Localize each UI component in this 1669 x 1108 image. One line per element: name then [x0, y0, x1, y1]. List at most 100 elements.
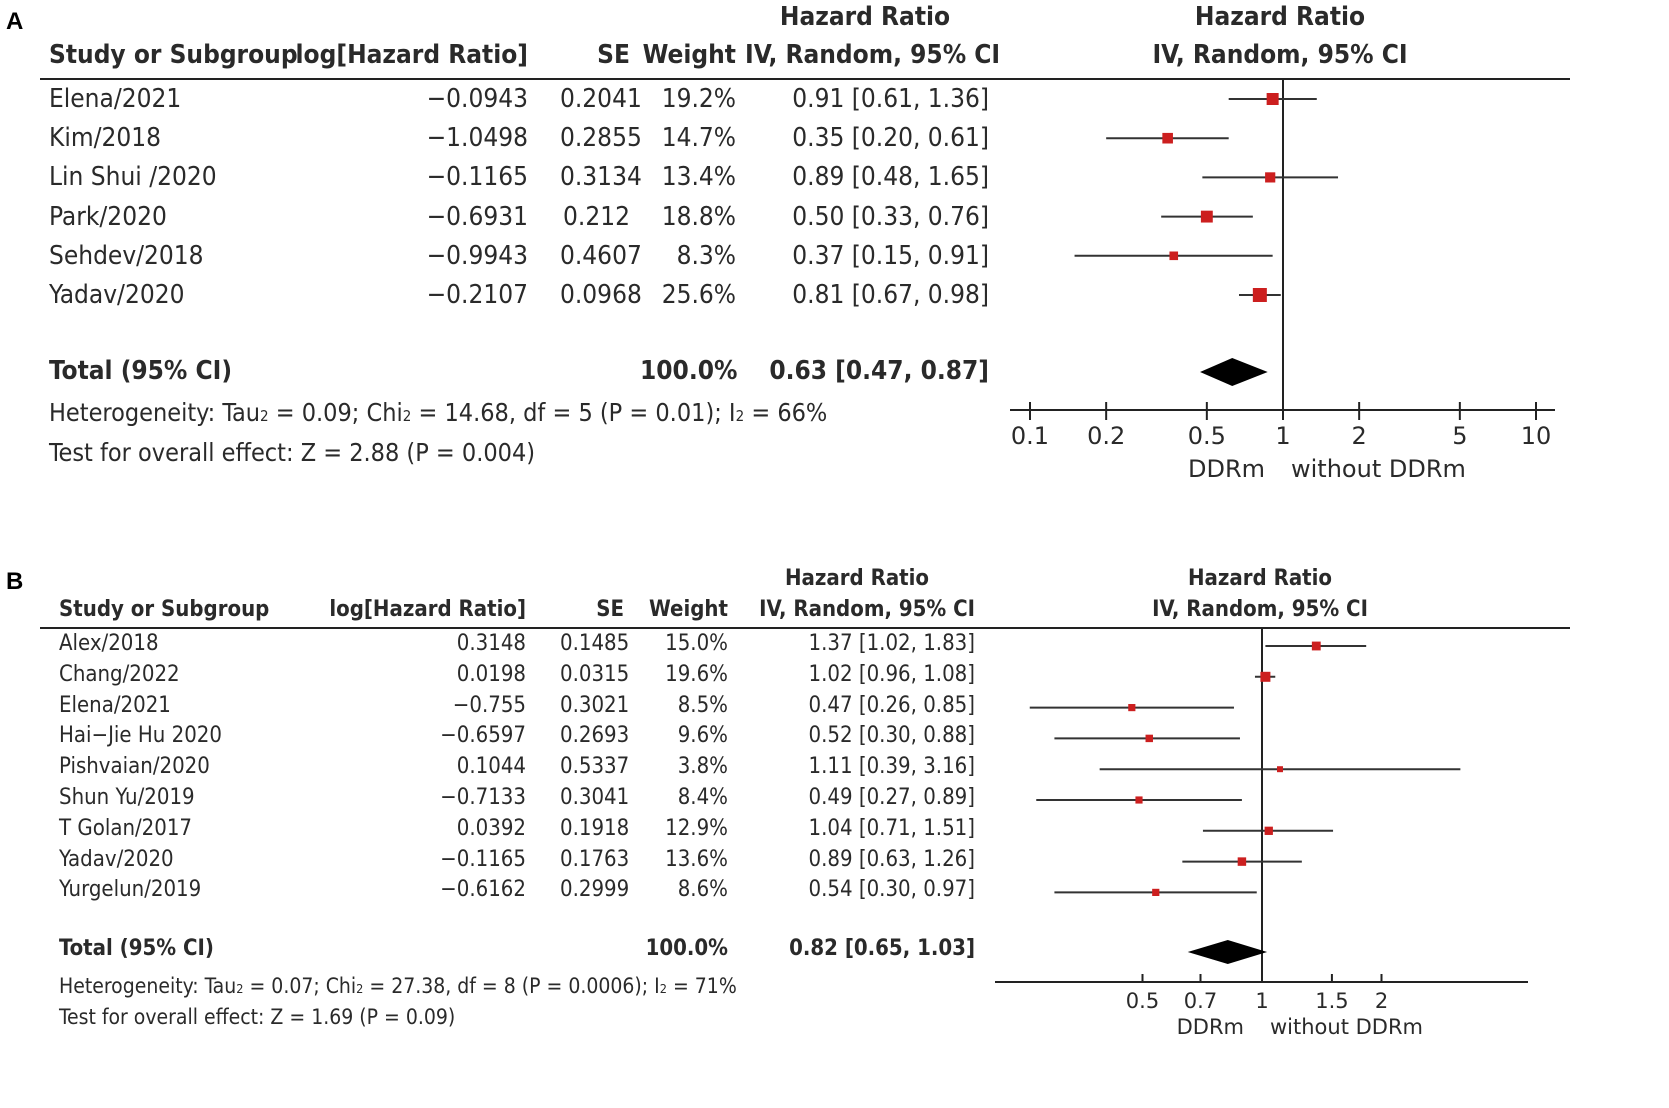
favours-right-label: without DDRm: [1270, 1015, 1423, 1039]
total-ci: 0.63 [0.47, 0.87]: [769, 356, 989, 386]
cell-weight: 14.7%: [661, 123, 736, 154]
heterogeneity-text: Heterogeneity: Tau2 = 0.09; Chi2 = 14.68…: [49, 398, 828, 427]
total-diamond: [1187, 940, 1268, 964]
point-estimate: [1145, 734, 1153, 743]
heterogeneity-text-b: Heterogeneity: Tau2 = 0.07; Chi2 = 27.38…: [59, 974, 737, 998]
cell-loghr: 0.3148: [456, 631, 526, 656]
cell-se: 0.2041: [560, 84, 642, 114]
panel-label-a: A: [6, 8, 24, 35]
panel-b: B Hazard Ratio Hazard Ratio Study or Sub…: [0, 566, 1669, 1108]
point-estimate: [1237, 857, 1247, 866]
favours-left-label: DDRm: [1177, 1015, 1244, 1039]
cell-ci: 0.47 [0.26, 0.85]: [808, 692, 975, 718]
x-tick-label: 0.7: [1184, 989, 1217, 1013]
point-estimate: [1265, 172, 1276, 183]
cell-ci: 0.54 [0.30, 0.97]: [808, 877, 975, 903]
favours-left-label: DDRm: [1188, 455, 1265, 483]
cell-loghr: 0.0392: [456, 815, 526, 841]
header-study-b: Study or Subgroup: [59, 597, 270, 622]
cell-se: 0.2855: [560, 123, 642, 154]
cell-name: Pishvaian/2020: [59, 754, 210, 780]
point-estimate: [1311, 641, 1321, 651]
point-estimate: [1260, 671, 1271, 682]
cell-weight: 15.0%: [665, 631, 728, 656]
x-tick-label: 0.2: [1087, 422, 1125, 450]
cell-ci: 0.52 [0.30, 0.88]: [808, 723, 975, 749]
header-weight-b: Weight: [649, 597, 728, 622]
cell-loghr: 0.1044: [456, 754, 526, 780]
cell-se: 0.1485: [560, 631, 630, 656]
cell-se: 0.212: [563, 201, 630, 232]
x-tick-label: 5: [1452, 422, 1467, 450]
x-tick-label: 1: [1275, 422, 1290, 450]
cell-name: Yadav/2020: [49, 280, 185, 310]
cell-loghr: −0.1165: [426, 162, 528, 193]
cell-se: 0.2693: [560, 723, 630, 749]
header-se: SE: [597, 40, 630, 70]
x-tick-label: 0.5: [1126, 989, 1159, 1013]
cell-ci: 0.35 [0.20, 0.61]: [792, 123, 989, 154]
overall-effect-text-b: Test for overall effect: Z = 1.69 (P = 0…: [59, 1005, 456, 1029]
cell-ci: 1.37 [1.02, 1.83]: [808, 631, 975, 656]
cell-weight: 19.6%: [665, 661, 728, 687]
cell-name: Yurgelun/2019: [59, 877, 202, 903]
cell-se: 0.4607: [560, 240, 642, 271]
cell-name: Park/2020: [49, 201, 167, 232]
cell-se: 0.0968: [560, 280, 642, 310]
point-estimate: [1252, 288, 1267, 302]
point-estimate: [1200, 210, 1213, 223]
total-label-b: Total (95% CI): [59, 936, 214, 961]
cell-ci: 0.49 [0.27, 0.89]: [808, 785, 975, 810]
cell-weight: 9.6%: [677, 723, 728, 749]
cell-ci: 0.81 [0.67, 0.98]: [792, 280, 989, 310]
favours-right-label: without DDRm: [1291, 455, 1466, 483]
cell-ci: 0.89 [0.48, 1.65]: [792, 162, 989, 193]
point-estimate: [1169, 251, 1179, 261]
cell-se: 0.0315: [560, 661, 630, 687]
header-loghr-b: log[Hazard Ratio]: [329, 597, 526, 622]
total-diamond: [1200, 358, 1268, 386]
cell-name: Elena/2021: [59, 692, 171, 718]
cell-loghr: −0.755: [452, 692, 526, 718]
cell-weight: 8.5%: [677, 692, 728, 718]
cell-weight: 3.8%: [677, 754, 728, 780]
cell-loghr: 0.0198: [456, 661, 526, 687]
cell-se: 0.3134: [560, 162, 642, 193]
header-se-b: SE: [596, 597, 624, 622]
header-hr-top: Hazard Ratio: [779, 2, 951, 32]
panel-label-b: B: [6, 568, 24, 595]
x-tick-label: 0.5: [1188, 422, 1226, 450]
point-estimate: [1152, 888, 1160, 896]
cell-se: 0.5337: [560, 754, 630, 780]
cell-weight: 8.4%: [677, 785, 728, 810]
total-label: Total (95% CI): [49, 356, 233, 386]
cell-ci: 1.04 [0.71, 1.51]: [808, 815, 975, 841]
point-estimate: [1162, 132, 1173, 144]
total-weight: 100.0%: [640, 356, 738, 386]
cell-ci: 0.37 [0.15, 0.91]: [792, 240, 989, 271]
point-estimate: [1277, 766, 1283, 773]
cell-se: 0.3021: [560, 692, 630, 718]
cell-name: Shun Yu/2019: [59, 785, 195, 810]
cell-loghr: −0.7133: [440, 785, 526, 810]
cell-weight: 19.2%: [661, 84, 736, 114]
cell-ci: 0.89 [0.63, 1.26]: [808, 846, 975, 872]
cell-name: Kim/2018: [49, 123, 162, 154]
cell-weight: 12.9%: [665, 815, 728, 841]
header-rule: [40, 78, 1570, 80]
header-study: Study or Subgroup: [49, 40, 298, 70]
cell-name: Lin Shui /2020: [49, 162, 217, 193]
cell-name: Hai−Jie Hu 2020: [59, 723, 222, 749]
panel-a: A Hazard Ratio Hazard Ratio Study or Sub…: [0, 0, 1669, 520]
header-hr-method-b: IV, Random, 95% CI: [759, 597, 975, 622]
total-weight-b: 100.0%: [645, 936, 728, 961]
x-tick-label: 1.5: [1315, 989, 1348, 1013]
x-tick-label: 0.1: [1011, 422, 1049, 450]
cell-weight: 8.6%: [677, 877, 728, 903]
header-hr-method: IV, Random, 95% CI: [745, 40, 1001, 70]
x-tick-label: 2: [1375, 989, 1388, 1013]
cell-weight: 18.8%: [661, 201, 736, 232]
point-estimate: [1135, 796, 1143, 804]
cell-ci: 1.02 [0.96, 1.08]: [808, 661, 975, 687]
cell-name: Alex/2018: [59, 631, 159, 656]
